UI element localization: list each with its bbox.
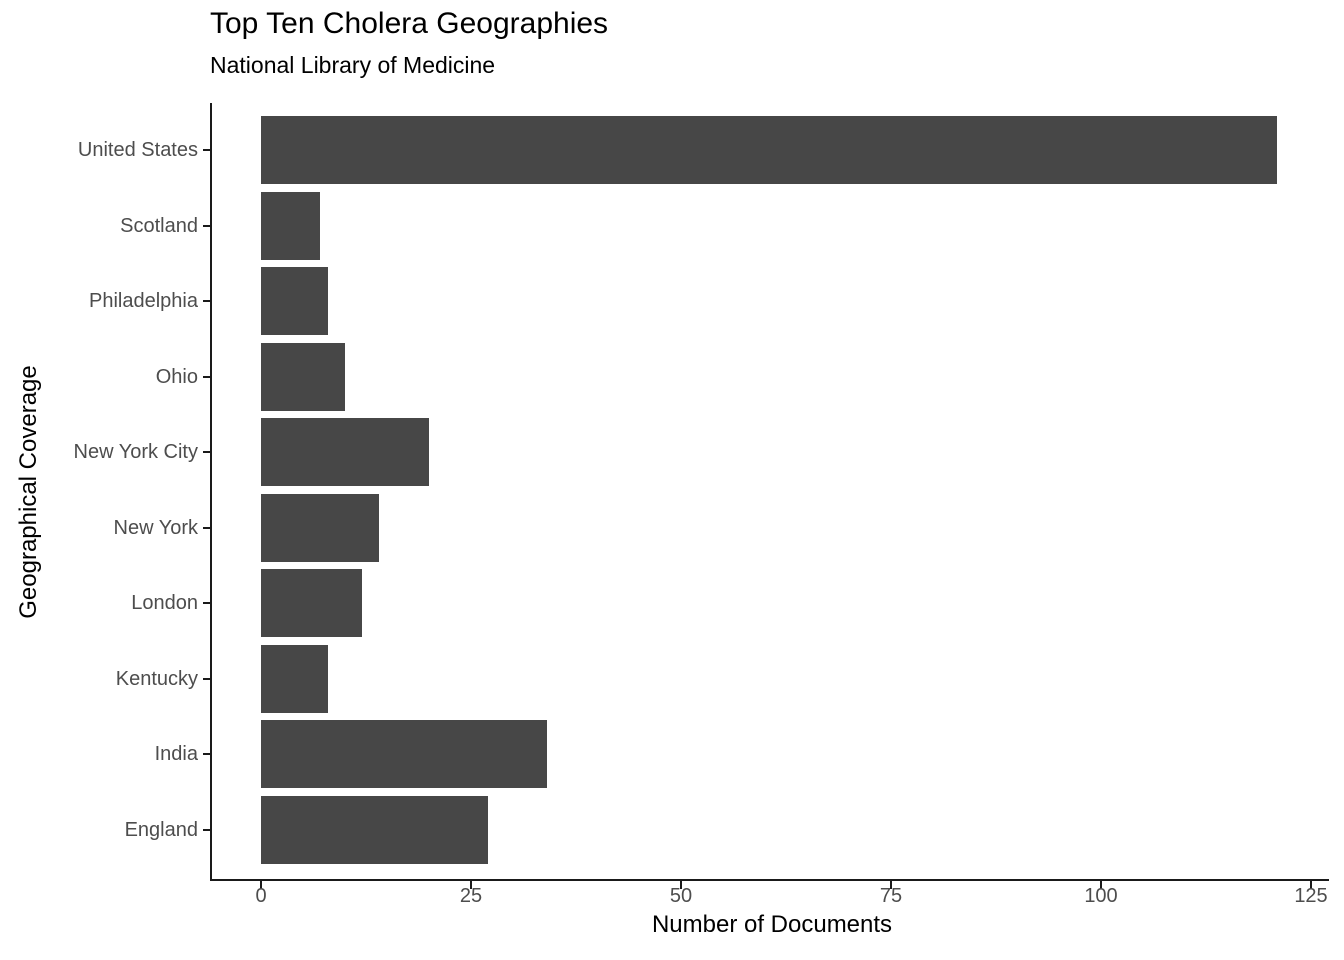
y-tick-label: India — [154, 743, 198, 765]
y-tick-mark — [203, 451, 211, 453]
y-tick-mark — [203, 828, 211, 831]
y-tick-mark — [203, 753, 211, 755]
chart-title: Top Ten Cholera Geographies — [210, 7, 609, 40]
y-tick-label: London — [131, 592, 198, 614]
y-tick-mark — [203, 300, 211, 302]
x-tick-mark — [680, 881, 682, 889]
bar — [261, 191, 320, 260]
y-tick-label: New York — [113, 516, 199, 539]
y-axis-title: Geographical Coverage — [15, 365, 42, 619]
bar — [261, 720, 547, 788]
x-tick-label: 125 — [1294, 885, 1328, 907]
chart-subtitle: National Library of Medicine — [210, 52, 496, 78]
bar — [261, 418, 429, 486]
y-tick-label: Philadelphia — [89, 290, 198, 312]
x-tick-label: 25 — [459, 885, 483, 907]
x-tick-mark — [1310, 881, 1312, 889]
x-tick-label: 100 — [1084, 885, 1118, 907]
x-axis-title: Number of Documents — [651, 911, 893, 938]
bar — [261, 569, 362, 637]
y-tick-mark — [203, 677, 211, 680]
y-tick-label: United States — [77, 139, 198, 161]
y-tick-label: Scotland — [120, 214, 198, 237]
bar — [261, 267, 329, 335]
y-tick-mark — [203, 602, 211, 604]
x-tick-mark — [470, 881, 472, 889]
x-tick-label: 0 — [255, 885, 267, 907]
y-tick-mark — [203, 224, 211, 227]
x-tick-mark — [1100, 881, 1102, 889]
x-tick-label: 50 — [669, 885, 693, 907]
y-tick-mark — [203, 526, 211, 529]
y-tick-label: New York City — [73, 441, 199, 463]
y-tick-label: Ohio — [155, 365, 198, 388]
y-axis-line — [210, 103, 212, 881]
bar — [261, 644, 329, 713]
bar — [261, 342, 345, 411]
x-tick-mark — [890, 881, 892, 889]
y-tick-mark — [203, 375, 211, 378]
y-tick-label: Kentucky — [115, 667, 198, 690]
x-axis-line — [210, 879, 1329, 881]
bar — [261, 493, 379, 562]
y-tick-mark — [203, 149, 211, 151]
x-tick-mark — [260, 881, 262, 889]
x-tick-label: 75 — [879, 885, 903, 907]
y-tick-label: England — [124, 818, 198, 841]
bar — [261, 795, 488, 864]
bar — [261, 116, 1278, 184]
